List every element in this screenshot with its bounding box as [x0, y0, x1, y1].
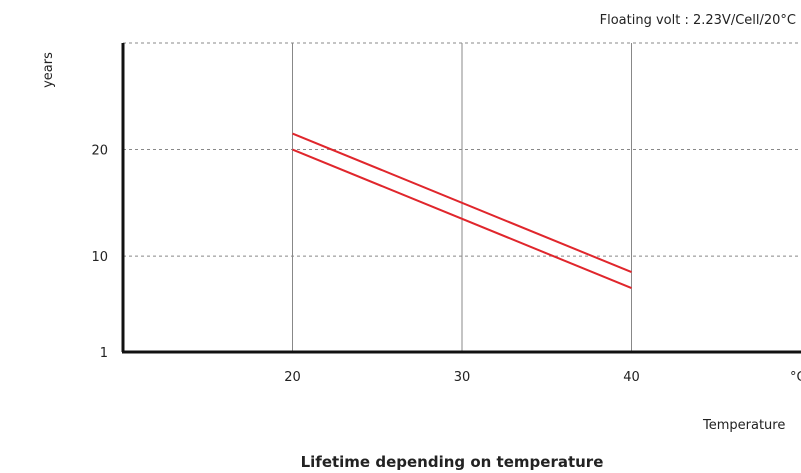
- annotation-text: Floating volt : 2.23V/Cell/20°C: [600, 13, 796, 28]
- y-axis-label: years: [41, 52, 56, 88]
- y-tick-label: 10: [91, 250, 108, 265]
- series-lines: [292, 132, 632, 289]
- x-axis-label: Temperature: [702, 418, 785, 433]
- axes: [121, 43, 801, 354]
- series-line: [292, 132, 632, 274]
- x-tick-label: 40: [623, 370, 640, 385]
- series-line: [292, 148, 632, 289]
- x-tick-label: 20: [284, 370, 301, 385]
- grid-lines: [123, 42, 801, 352]
- x-tick-label: 30: [454, 370, 471, 385]
- y-tick-label: 1: [100, 346, 108, 361]
- tick-labels: 1 10 20 20 30 40: [91, 144, 639, 385]
- chart-title: Lifetime depending on temperature: [301, 453, 604, 471]
- x-unit-label: °C: [790, 370, 801, 385]
- y-tick-label: 20: [91, 144, 108, 159]
